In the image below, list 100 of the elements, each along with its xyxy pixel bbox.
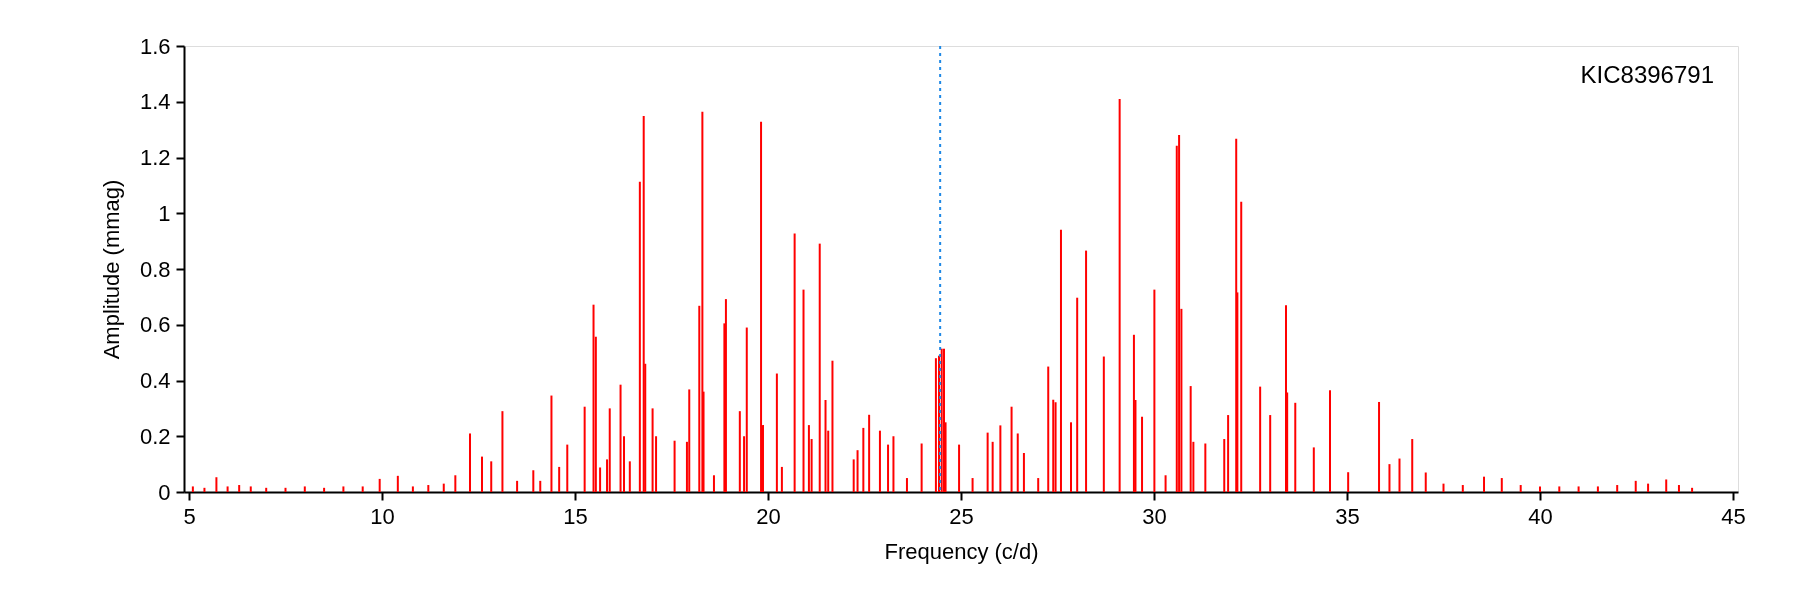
- x-tick-label: 45: [1721, 503, 1746, 529]
- bar: [999, 425, 1002, 492]
- bar: [442, 483, 445, 492]
- bar: [608, 408, 611, 492]
- bar: [249, 486, 252, 492]
- x-tick-label: 40: [1528, 503, 1553, 529]
- bar: [905, 478, 908, 492]
- bar: [1022, 452, 1025, 492]
- bar: [1204, 443, 1207, 492]
- bar: [1411, 439, 1414, 492]
- bar: [1037, 478, 1040, 492]
- bar: [1085, 250, 1088, 492]
- bar: [265, 487, 268, 492]
- x-tick-label: 35: [1335, 503, 1360, 529]
- bar: [226, 486, 229, 492]
- bar: [1010, 406, 1013, 492]
- bar: [480, 456, 483, 492]
- bar: [378, 478, 381, 492]
- bar: [1691, 487, 1694, 492]
- bar: [745, 327, 748, 492]
- bar: [802, 289, 805, 492]
- bar: [454, 475, 457, 492]
- bar: [1259, 386, 1262, 492]
- y-tick-label: 1.2: [139, 145, 171, 170]
- bar: [516, 480, 519, 492]
- bar: [1269, 415, 1272, 492]
- bar: [361, 486, 364, 492]
- bar: [1070, 422, 1073, 492]
- bar: [1189, 386, 1192, 492]
- bar: [1118, 98, 1121, 492]
- bar: [1329, 390, 1332, 492]
- x-tick-label: 15: [563, 503, 588, 529]
- bar: [1398, 458, 1401, 492]
- bar: [1178, 134, 1181, 492]
- x-tick-label: 20: [756, 503, 781, 529]
- bar: [1054, 402, 1057, 492]
- bar: [1227, 415, 1230, 492]
- bar: [1294, 402, 1297, 492]
- x-tick-label: 25: [949, 503, 974, 529]
- bar: [1634, 480, 1637, 492]
- bar: [539, 480, 542, 492]
- bar: [1616, 485, 1619, 492]
- bar: [191, 486, 194, 492]
- bar: [878, 430, 881, 492]
- bar: [1539, 486, 1541, 492]
- y-tick-label: 0.4: [139, 368, 171, 393]
- bar: [592, 304, 595, 492]
- bar: [1596, 486, 1599, 492]
- bar: [1647, 483, 1650, 492]
- bar: [532, 470, 535, 492]
- bar: [599, 467, 602, 492]
- bar: [303, 486, 306, 492]
- bar: [490, 461, 493, 492]
- bar: [1577, 486, 1580, 492]
- bar: [1240, 201, 1243, 492]
- bar: [1153, 289, 1156, 492]
- bar: [780, 466, 783, 492]
- bar: [738, 411, 741, 492]
- bar: [760, 121, 763, 492]
- bar: [1052, 399, 1055, 492]
- bar: [323, 487, 326, 492]
- bar: [712, 475, 715, 492]
- bar: [411, 486, 414, 492]
- bar: [501, 411, 504, 492]
- bar: [619, 384, 622, 492]
- bar: [583, 406, 586, 492]
- bar: [1312, 447, 1315, 492]
- x-tick-label: 10: [370, 503, 395, 529]
- bar: [818, 243, 821, 492]
- bar: [1059, 229, 1062, 492]
- bar: [1442, 483, 1445, 492]
- bar: [1347, 472, 1350, 492]
- bar: [1388, 464, 1391, 492]
- bar: [862, 427, 865, 492]
- y-tick-label: 0.6: [139, 312, 171, 338]
- bar: [943, 348, 946, 492]
- y-tick-label: 0.2: [139, 423, 171, 449]
- bar: [688, 389, 691, 492]
- bar: [1378, 401, 1381, 492]
- bar: [724, 299, 727, 492]
- bar: [920, 443, 923, 492]
- bar: [1076, 297, 1079, 492]
- bar: [1016, 433, 1019, 492]
- bar: [892, 436, 895, 492]
- bar: [701, 111, 704, 492]
- y-tick-label: 0: [158, 479, 171, 505]
- x-axis-title: Frequency (c/d): [884, 538, 1039, 564]
- bar: [958, 444, 961, 492]
- bar: [284, 487, 287, 492]
- y-tick-label: 0.8: [139, 256, 171, 282]
- bar: [469, 433, 472, 492]
- bar: [824, 400, 827, 492]
- bar: [1558, 486, 1561, 492]
- bar: [971, 478, 974, 492]
- bar: [427, 485, 430, 492]
- bar: [1223, 439, 1226, 492]
- bar: [1461, 485, 1464, 492]
- bar: [940, 348, 943, 492]
- bar: [1483, 476, 1486, 492]
- bar: [1519, 485, 1522, 492]
